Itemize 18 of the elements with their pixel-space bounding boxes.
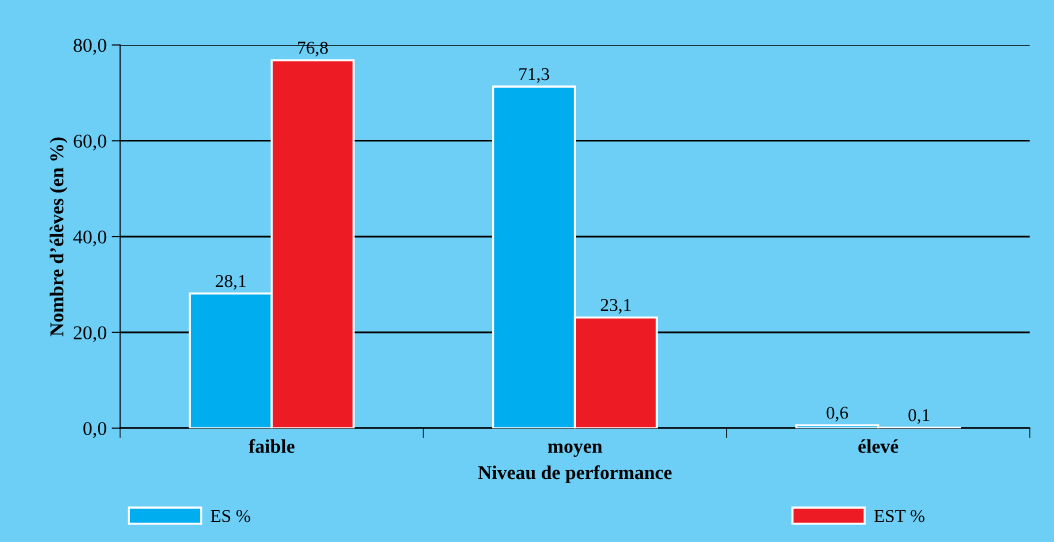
y-tick-label: 80,0 [73,38,107,55]
y-tick-label: 40,0 [73,230,107,247]
data-label: 76,8 [298,41,328,57]
x-tick-label: moyen [547,443,603,457]
legend-label: ES % [210,509,251,523]
data-label: 28,1 [215,274,246,290]
x-tick-label: élevé [858,439,899,453]
x-axis-title: Niveau de performance [478,465,672,484]
y-tick-label: 20,0 [73,326,107,343]
data-label: 71,3 [519,68,550,83]
legend-label: EST % [874,509,925,523]
data-label: 0,6 [826,406,848,422]
x-tick-label: faible [248,439,295,453]
data-label: 0,1 [908,409,930,424]
y-axis-title: Nombre d’élèves (en %) [49,137,68,337]
y-tick-label: 0,0 [83,422,107,438]
data-label: 23,1 [600,298,631,314]
y-tick-label: 60,0 [73,134,107,151]
